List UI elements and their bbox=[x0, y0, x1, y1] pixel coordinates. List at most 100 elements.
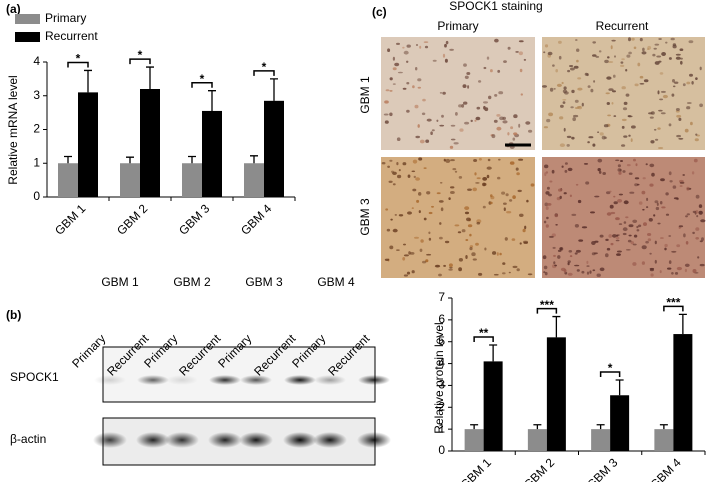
cell-nucleus bbox=[430, 131, 433, 135]
cell-nucleus bbox=[654, 240, 657, 245]
cell-nucleus bbox=[607, 56, 610, 59]
cell-nucleus bbox=[683, 233, 686, 238]
cell-nucleus bbox=[654, 200, 659, 204]
cell-nucleus bbox=[454, 170, 458, 173]
cell-nucleus bbox=[505, 193, 509, 197]
cell-nucleus bbox=[692, 231, 695, 235]
cell-nucleus bbox=[436, 192, 441, 195]
y-axis-label: Relative mRNA level bbox=[6, 75, 20, 184]
cell-nucleus bbox=[438, 200, 444, 203]
cell-nucleus bbox=[686, 213, 690, 216]
cell-nucleus bbox=[641, 245, 647, 250]
cell-nucleus bbox=[676, 134, 681, 138]
significance-label: * bbox=[608, 361, 613, 375]
error-bar bbox=[64, 155, 72, 164]
cell-nucleus bbox=[509, 161, 515, 165]
cell-nucleus bbox=[542, 255, 547, 260]
cell-nucleus bbox=[394, 214, 397, 216]
cell-nucleus bbox=[551, 233, 556, 237]
bar bbox=[182, 163, 202, 197]
cell-nucleus bbox=[473, 159, 478, 162]
cell-nucleus bbox=[629, 191, 635, 194]
cell-nucleus bbox=[653, 214, 656, 217]
cell-nucleus bbox=[575, 183, 579, 186]
cell-nucleus bbox=[571, 213, 577, 216]
cell-nucleus bbox=[654, 43, 660, 46]
error-bar bbox=[533, 424, 542, 430]
cell-nucleus bbox=[630, 241, 634, 245]
cell-nucleus bbox=[546, 118, 551, 123]
cell-nucleus bbox=[590, 211, 595, 214]
cell-nucleus bbox=[658, 38, 662, 40]
blot-band bbox=[94, 375, 126, 385]
column-label: Recurrent bbox=[596, 19, 649, 33]
cell-nucleus bbox=[622, 227, 628, 232]
cell-nucleus bbox=[618, 171, 622, 175]
cell-nucleus bbox=[519, 213, 524, 217]
cell-nucleus bbox=[625, 249, 631, 251]
cell-nucleus bbox=[520, 93, 523, 96]
cell-nucleus bbox=[457, 231, 462, 234]
significance-label: *** bbox=[540, 298, 554, 312]
cell-nucleus bbox=[622, 232, 627, 236]
cell-nucleus bbox=[406, 271, 411, 275]
cell-nucleus bbox=[465, 239, 469, 241]
cell-nucleus bbox=[414, 104, 419, 109]
cell-nucleus bbox=[396, 42, 400, 46]
cell-nucleus bbox=[385, 89, 390, 92]
y-tick-label: 2 bbox=[33, 122, 40, 136]
cell-nucleus bbox=[595, 55, 600, 58]
cell-nucleus bbox=[616, 234, 620, 236]
staining-title: SPOCK1 staining bbox=[449, 0, 542, 13]
cell-nucleus bbox=[406, 44, 411, 48]
cell-nucleus bbox=[406, 109, 410, 113]
micrograph bbox=[542, 157, 705, 278]
cell-nucleus bbox=[619, 168, 622, 172]
cell-nucleus bbox=[502, 120, 508, 124]
cell-nucleus bbox=[436, 119, 439, 123]
cell-nucleus bbox=[553, 261, 556, 265]
cell-nucleus bbox=[555, 69, 558, 73]
cell-nucleus bbox=[450, 159, 455, 162]
cell-nucleus bbox=[646, 206, 649, 209]
cell-nucleus bbox=[620, 61, 624, 64]
cell-nucleus bbox=[639, 37, 643, 42]
cell-nucleus bbox=[403, 243, 406, 246]
cell-nucleus bbox=[548, 112, 554, 117]
micrograph bbox=[381, 157, 535, 278]
cell-nucleus bbox=[504, 237, 508, 241]
cell-nucleus bbox=[639, 75, 644, 79]
cell-nucleus bbox=[492, 251, 497, 255]
cell-nucleus bbox=[648, 218, 653, 222]
cell-nucleus bbox=[581, 102, 584, 107]
cell-nucleus bbox=[412, 159, 418, 164]
cell-nucleus bbox=[564, 169, 568, 173]
x-tick-label: GBM 3 bbox=[176, 201, 213, 238]
cell-nucleus bbox=[464, 206, 470, 211]
cell-nucleus bbox=[392, 183, 396, 186]
cell-nucleus bbox=[542, 85, 547, 88]
cell-nucleus bbox=[553, 254, 556, 257]
error-bar bbox=[552, 315, 561, 338]
error-bar bbox=[615, 379, 624, 396]
cell-nucleus bbox=[618, 223, 623, 225]
cell-nucleus bbox=[597, 158, 603, 163]
significance-bracket bbox=[191, 81, 213, 88]
cell-nucleus bbox=[478, 80, 482, 83]
blot-band bbox=[136, 432, 170, 448]
cell-nucleus bbox=[512, 265, 518, 269]
cell-nucleus bbox=[454, 224, 460, 227]
cell-nucleus bbox=[622, 107, 628, 111]
cell-nucleus bbox=[443, 264, 446, 267]
cell-nucleus bbox=[423, 217, 427, 221]
blot-band bbox=[313, 432, 347, 448]
cell-nucleus bbox=[486, 166, 492, 170]
cell-nucleus bbox=[627, 115, 632, 118]
cell-nucleus bbox=[474, 119, 477, 122]
cell-nucleus bbox=[519, 242, 522, 245]
cell-nucleus bbox=[411, 270, 415, 274]
cell-nucleus bbox=[614, 55, 616, 58]
cell-nucleus bbox=[512, 195, 516, 200]
cell-nucleus bbox=[384, 100, 389, 104]
cell-nucleus bbox=[672, 44, 677, 49]
